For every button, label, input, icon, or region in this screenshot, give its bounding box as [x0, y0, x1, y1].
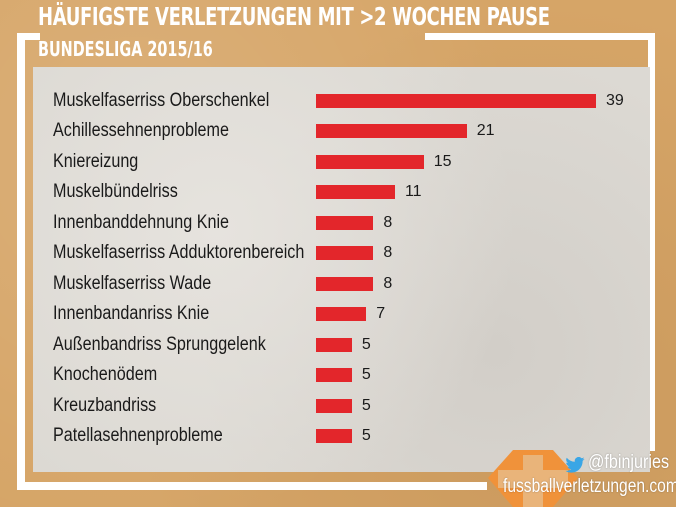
value-label: 5 — [361, 366, 371, 384]
bar — [316, 428, 352, 443]
category-label: Außenbandriss Sprunggelenk — [53, 333, 266, 355]
logo-cross-icon — [488, 450, 578, 507]
category-label: Innenbanddehnung Knie — [53, 211, 230, 233]
category-label: Muskelfaserriss Wade — [53, 272, 212, 294]
bar — [316, 368, 352, 383]
frame-right — [648, 33, 655, 451]
twitter-handle[interactable]: @fbinjuries — [588, 452, 670, 473]
bar — [316, 246, 374, 261]
category-label: Kreuzbandriss — [53, 394, 157, 416]
frame-top-right — [425, 33, 655, 40]
value-label: 15 — [433, 152, 452, 170]
value-label: 39 — [606, 92, 624, 109]
bar — [316, 185, 395, 200]
bar — [316, 154, 424, 169]
frame-top-left — [17, 33, 40, 40]
bar — [316, 276, 374, 291]
category-label: Muskelbündelriss — [53, 181, 178, 203]
category-label: Innenbandanriss Knie — [53, 303, 210, 325]
bar — [316, 124, 467, 139]
category-label: Kniereizung — [53, 150, 139, 172]
bar — [316, 307, 367, 322]
value-label: 5 — [361, 426, 371, 444]
category-label: Patellasehnenprobleme — [53, 424, 223, 446]
category-label: Muskelfaserriss Oberschenkel — [53, 90, 270, 111]
value-label: 11 — [404, 183, 422, 201]
category-label: Muskelfaserriss Adduktorenbereich — [53, 242, 305, 264]
value-label: 5 — [361, 396, 371, 414]
bar — [316, 94, 596, 108]
category-label: Achillessehnenprobleme — [53, 120, 229, 142]
bar — [316, 398, 352, 413]
twitter-bird-icon — [565, 457, 585, 473]
bar — [316, 215, 374, 230]
value-label: 5 — [361, 335, 371, 353]
value-label: 21 — [476, 122, 495, 140]
chart-subtitle: BUNDESLIGA 2015/16 — [38, 37, 213, 61]
value-label: 8 — [383, 244, 393, 262]
value-label: 8 — [383, 274, 393, 292]
frame-bottom — [17, 482, 487, 490]
value-label: 7 — [376, 305, 386, 323]
value-label: 8 — [383, 213, 393, 231]
website-link[interactable]: fussballverletzungen.com — [503, 476, 676, 497]
chart-title: HÄUFIGSTE VERLETZUNGEN MIT >2 WOCHEN PAU… — [38, 2, 550, 31]
bar — [316, 337, 352, 352]
frame-left — [17, 33, 25, 490]
category-label: Knochenödem — [53, 364, 158, 386]
